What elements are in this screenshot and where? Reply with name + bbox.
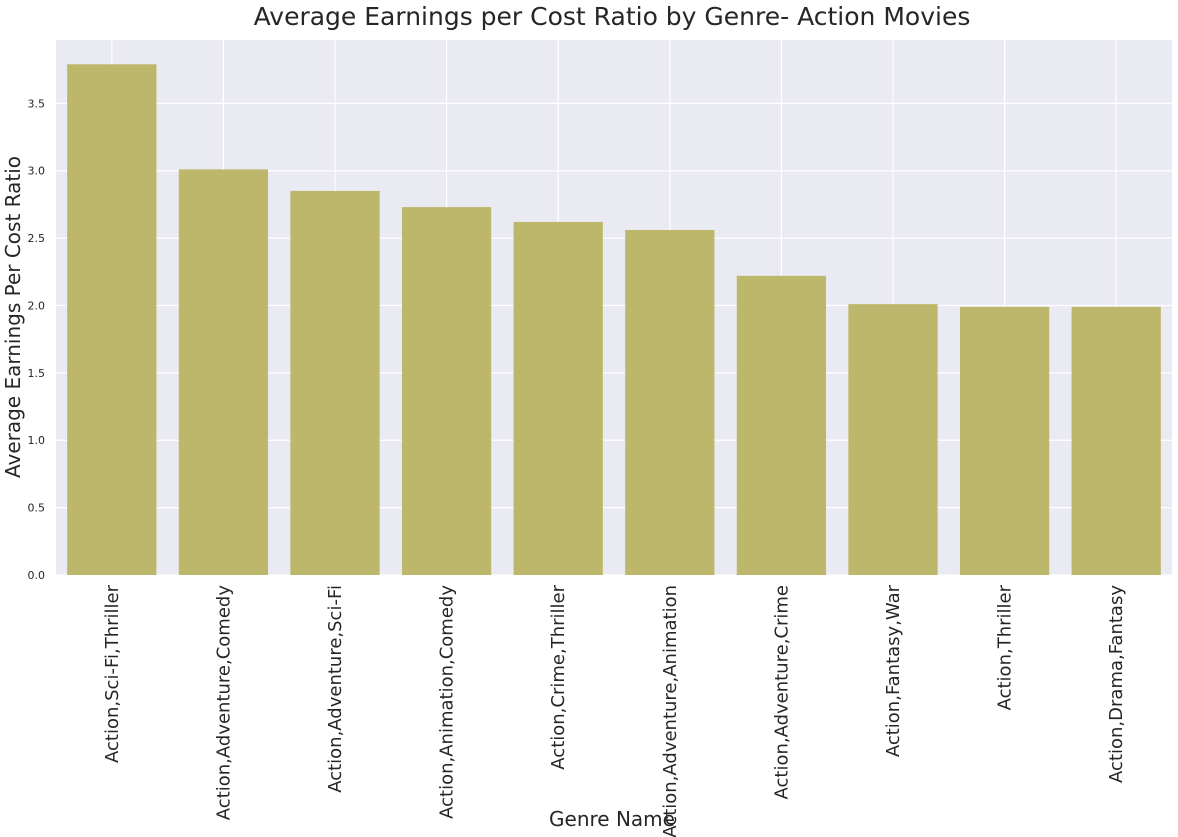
bars [67, 64, 1161, 576]
x-tick-label: Action,Adventure,Sci-Fi [325, 585, 346, 793]
x-tick-label: Action,Animation,Comedy [437, 585, 458, 819]
y-tick-label: 0.0 [28, 569, 46, 582]
y-tick-label: 0.5 [28, 502, 46, 515]
chart-title: Average Earnings per Cost Ratio by Genre… [254, 2, 971, 31]
y-tick-labels: 0.0 0.5 1.0 1.5 2.0 2.5 3.0 3.5 [28, 97, 46, 582]
x-tick-labels: Action,Sci-Fi,Thriller Action,Adventure,C… [102, 584, 1127, 837]
x-tick-label: Action,Thriller [995, 584, 1016, 710]
bar [513, 221, 603, 576]
x-tick-label: Action,Crime,Thriller [548, 584, 569, 769]
y-tick-label: 2.0 [28, 299, 46, 312]
bar [625, 230, 715, 576]
bar [1071, 306, 1161, 575]
bar [848, 304, 938, 575]
x-tick-label: Action,Drama,Fantasy [1106, 585, 1127, 783]
y-tick-label: 3.0 [28, 165, 46, 178]
bar [959, 306, 1050, 575]
y-tick-label: 1.5 [28, 367, 46, 380]
x-tick-label: Action,Fantasy,War [883, 584, 904, 757]
bar [401, 207, 492, 575]
y-tick-label: 2.5 [28, 232, 46, 245]
bar [178, 169, 269, 575]
x-tick-label: Action,Sci-Fi,Thriller [102, 584, 123, 763]
bar [290, 190, 380, 575]
bar [736, 275, 827, 575]
y-axis-label: Average Earnings Per Cost Ratio [1, 156, 25, 478]
x-tick-label: Action,Adventure,Comedy [213, 585, 234, 821]
y-tick-label: 1.0 [28, 434, 46, 447]
bar [67, 64, 157, 575]
x-tick-label: Action,Adventure,Crime [771, 585, 792, 800]
x-tick-label: Action,Adventure,Animation [660, 585, 681, 837]
y-tick-label: 3.5 [28, 97, 46, 110]
x-axis-label: Genre Name [549, 807, 675, 831]
